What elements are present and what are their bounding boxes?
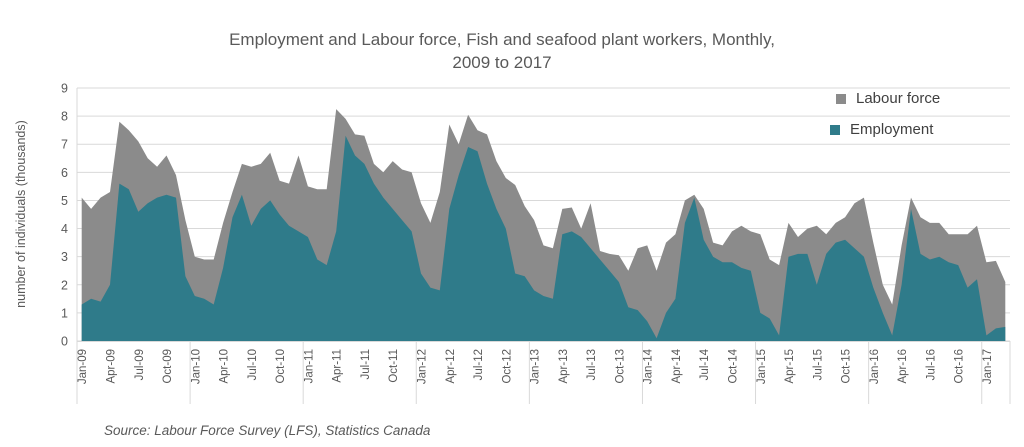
y-tick-label: 8 <box>61 110 68 124</box>
x-tick-label: Jan-11 <box>303 349 315 383</box>
x-tick-label: Jan-09 <box>77 349 89 384</box>
x-tick-label: Jan-12 <box>416 349 428 384</box>
y-tick-label: 6 <box>61 166 68 180</box>
y-tick-label: 3 <box>61 250 68 264</box>
area-series-employment <box>81 135 1006 341</box>
y-tick-label: 0 <box>61 335 68 349</box>
x-tick-label: Oct-12 <box>501 349 513 384</box>
x-tick-label: Oct-14 <box>727 348 739 383</box>
x-tick-label: Oct-11 <box>388 349 400 383</box>
x-tick-label: Jan-17 <box>982 349 994 384</box>
chart-title-line1: Employment and Labour force, Fish and se… <box>229 30 775 49</box>
x-tick-label: Oct-09 <box>162 349 174 384</box>
x-tick-label: Jul-13 <box>586 349 598 380</box>
x-tick-label: Apr-13 <box>558 349 570 384</box>
x-tick-label: Jul-16 <box>925 349 937 380</box>
x-tick-label: Jan-13 <box>530 349 542 384</box>
x-tick-label: Apr-10 <box>219 349 231 384</box>
y-tick-label: 7 <box>61 138 68 152</box>
x-tick-label: Apr-09 <box>105 349 117 384</box>
y-tick-label: 4 <box>61 222 68 236</box>
x-tick-label: Jan-15 <box>756 349 768 384</box>
chart-legend: Labour force Employment <box>830 90 940 152</box>
x-tick-label: Jan-10 <box>190 349 202 384</box>
x-tick-label: Oct-16 <box>954 349 966 384</box>
legend-item-labour-force: Labour force <box>836 90 940 107</box>
x-tick-label: Oct-15 <box>841 349 853 384</box>
source-note: Source: Labour Force Survey (LFS), Stati… <box>104 423 431 438</box>
employment-swatch-icon <box>830 124 840 135</box>
x-tick-label: Jul-09 <box>134 349 146 380</box>
x-tick-label: Apr-16 <box>897 349 909 384</box>
chart-title: Employment and Labour force, Fish and se… <box>12 28 992 74</box>
x-tick-label: Jan-14 <box>643 348 655 384</box>
x-tick-label: Oct-13 <box>614 349 626 384</box>
legend-item-employment: Employment <box>830 121 940 138</box>
x-tick-label: Apr-15 <box>784 349 796 384</box>
y-tick-label: 9 <box>61 82 68 96</box>
x-tick-label: Oct-10 <box>275 349 287 384</box>
legend-label: Labour force <box>856 90 941 107</box>
x-tick-label: Jul-11 <box>360 349 372 379</box>
x-tick-label: Apr-12 <box>445 349 457 384</box>
labour-force-swatch-icon <box>836 93 846 104</box>
x-tick-label: Jul-15 <box>812 349 824 380</box>
x-tick-label: Jan-16 <box>869 349 881 384</box>
legend-label: Employment <box>850 121 934 138</box>
y-tick-label: 5 <box>61 194 68 208</box>
x-tick-label: Jul-10 <box>247 349 259 380</box>
chart-title-line2: 2009 to 2017 <box>452 53 552 72</box>
y-tick-label: 2 <box>61 278 68 292</box>
x-tick-label: Apr-11 <box>332 349 344 383</box>
x-tick-label: Jul-12 <box>473 349 485 380</box>
y-axis-title: number of individuals (thousands) <box>14 120 28 308</box>
x-tick-label: Jul-14 <box>699 348 711 380</box>
x-tick-label: Apr-14 <box>671 348 683 383</box>
y-tick-label: 1 <box>61 306 68 320</box>
